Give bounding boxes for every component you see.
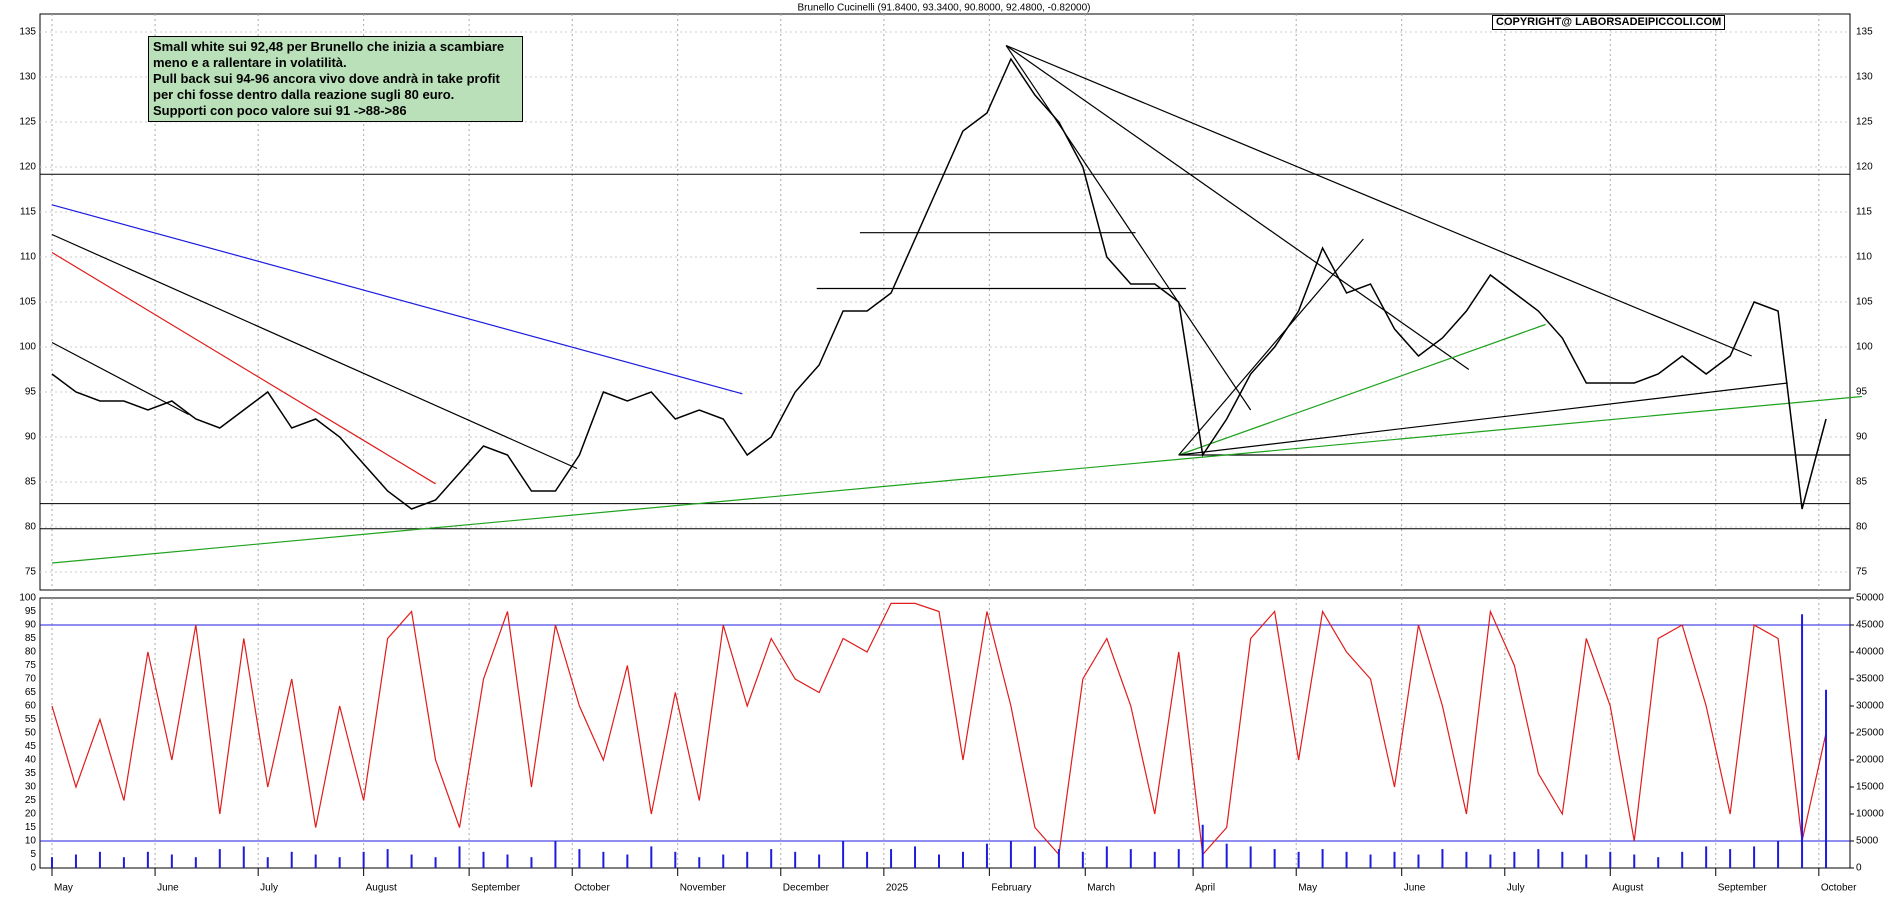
y-tick-label: 110 [20,252,36,263]
y2-tick-label: 5000 [1856,836,1879,847]
comment-line: Pull back sui 94-96 ancora vivo dove and… [153,71,500,102]
y-tick-label-right: 100 [1856,342,1873,353]
x-tick-label: December [783,883,830,894]
y-tick-label-right: 135 [1856,27,1873,38]
y-tick-label: 80 [25,522,37,533]
y-tick-label: 95 [25,606,37,617]
trend-line [1178,323,1546,456]
y-tick-label: 40 [25,755,37,766]
y2-tick-label: 40000 [1856,647,1884,658]
y-tick-label: 90 [25,432,37,443]
y-tick-label-right: 80 [1856,522,1868,533]
trend-line [51,233,578,470]
y2-tick-label: 45000 [1856,620,1884,631]
y-tick-label: 90 [25,620,37,631]
y-tick-label: 100 [19,342,36,353]
comment-line: Small white sui 92,48 per Brunello che i… [153,39,505,70]
y2-tick-label: 10000 [1856,809,1884,820]
x-tick-label: June [157,883,179,894]
x-tick-label: May [54,883,73,894]
y-tick-label: 65 [25,687,37,698]
trend-line [51,395,1863,564]
x-tick-label: October [574,883,610,894]
y-tick-label: 95 [25,387,37,398]
y-tick-label-right: 110 [1856,252,1872,263]
y-tick-label: 85 [25,633,37,644]
trend-line [1005,45,1470,370]
trend-line [51,251,436,485]
chart-title: Brunello Cucinelli (91.8400, 93.3400, 90… [798,3,1091,14]
y-tick-label: 135 [19,27,36,38]
x-tick-label: 2025 [886,883,909,894]
y-tick-label: 130 [19,72,36,83]
y-tick-label: 45 [25,741,37,752]
y2-tick-label: 50000 [1856,593,1884,604]
y-tick-label: 55 [25,714,37,725]
y2-tick-label: 30000 [1856,701,1884,712]
y-tick-label: 100 [19,593,36,604]
y-tick-label: 0 [30,863,36,874]
y-tick-label: 105 [19,297,36,308]
x-tick-label: November [680,883,727,894]
trend-line [1178,382,1788,456]
y-tick-label: 50 [25,728,37,739]
y2-tick-label: 35000 [1856,674,1884,685]
price-line [51,57,1827,510]
x-tick-label: June [1404,883,1426,894]
oscillator-line [51,602,1827,856]
comment-box: Small white sui 92,48 per Brunello che i… [148,36,523,122]
x-tick-label: March [1087,883,1115,894]
y-tick-label: 85 [25,477,37,488]
trend-line [1005,44,1752,357]
x-tick-label: July [1507,883,1525,894]
x-tick-label: February [991,883,1031,894]
trend-line [1005,45,1252,411]
y-tick-label-right: 120 [1856,162,1873,173]
y-tick-label-right: 75 [1856,567,1868,578]
trend-line [51,204,743,395]
x-tick-label: October [1821,883,1857,894]
y2-tick-label: 20000 [1856,755,1884,766]
y-tick-label: 125 [19,117,36,128]
trend-line [1178,238,1364,456]
copyright: COPYRIGHT@ LABORSADEIPICCOLI.COM [1492,15,1726,30]
x-tick-label: July [260,883,278,894]
y2-tick-label: 15000 [1856,782,1884,793]
y2-tick-label: 25000 [1856,728,1884,739]
x-tick-label: August [1612,883,1643,894]
y-tick-label: 25 [25,795,37,806]
y-tick-label: 35 [25,768,37,779]
y-tick-label: 80 [25,647,37,658]
y-tick-label-right: 125 [1856,117,1873,128]
y-tick-label-right: 115 [1856,207,1872,218]
x-tick-label: September [471,883,521,894]
y-tick-label: 20 [25,809,37,820]
y-tick-label: 75 [25,567,37,578]
x-tick-label: May [1298,883,1317,894]
y-tick-label-right: 90 [1856,432,1868,443]
x-tick-label: April [1195,883,1215,894]
x-tick-label: September [1718,883,1768,894]
y-tick-label: 60 [25,701,37,712]
y-tick-label-right: 85 [1856,477,1868,488]
y-tick-label-right: 95 [1856,387,1868,398]
y-tick-label-right: 130 [1856,72,1873,83]
y-tick-label: 10 [25,836,37,847]
y-tick-label: 5 [30,849,36,860]
panel-frame [39,597,1851,869]
y-tick-label: 70 [25,674,37,685]
y2-tick-label: 0 [1856,863,1862,874]
y-tick-label: 75 [25,660,37,671]
comment-line: Supporti con poco valore sui 91 ->88->86 [153,103,407,118]
x-tick-label: August [366,883,397,894]
trend-line [51,341,189,416]
y-tick-label: 115 [20,207,36,218]
y-tick-label: 30 [25,782,37,793]
y-tick-label-right: 105 [1856,297,1873,308]
y-tick-label: 15 [25,822,37,833]
y-tick-label: 120 [19,162,36,173]
